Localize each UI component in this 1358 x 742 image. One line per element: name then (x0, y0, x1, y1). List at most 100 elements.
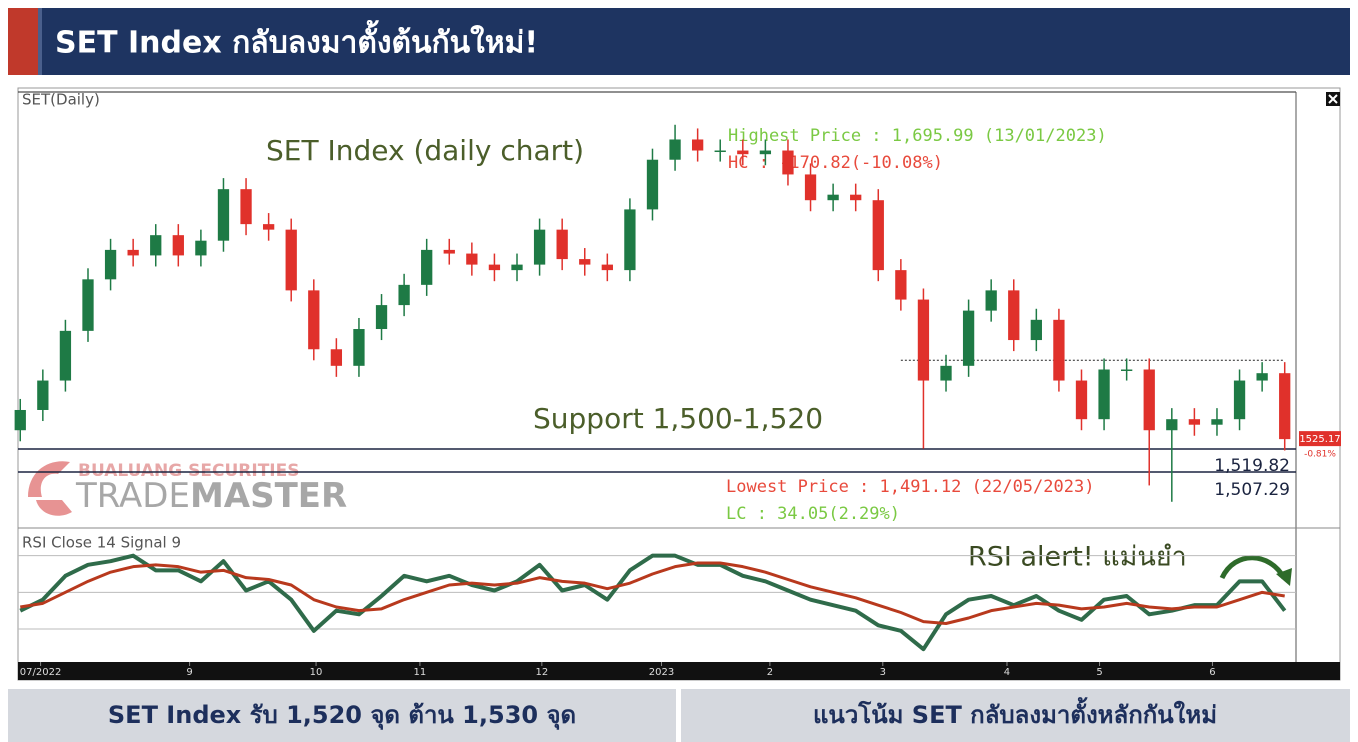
candle-body (150, 235, 162, 256)
support-value-label: 1,519.82 (1214, 456, 1290, 476)
candle-body (850, 194, 862, 201)
candle-body (353, 329, 365, 366)
lowest-annotation: Lowest Price : 1,491.12 (22/05/2023) (726, 477, 1094, 497)
chart-title: SET Index (daily chart) (266, 134, 584, 167)
footer-right: แนวโน้ม SET กลับลงมาตั้งหลักกันใหม่ (813, 696, 1217, 729)
candle-body (1143, 369, 1155, 431)
candle-body (240, 189, 252, 225)
time-axis-strip (18, 662, 1340, 680)
watermark-brand-1: TRADE (75, 476, 190, 516)
candle-body (172, 235, 184, 256)
watermark: BUALUANG SECURITIES TRADEMASTER (28, 461, 347, 516)
candle-body (556, 229, 568, 260)
logo-shape (28, 461, 70, 497)
footer-left: SET Index รับ 1,520 จุด ต้าน 1,530 จุด (108, 701, 576, 731)
x-tick-label: 5 (1096, 667, 1102, 678)
support-value-label: 1,507.29 (1214, 480, 1290, 500)
candle-body (511, 264, 523, 271)
price-tag-label: 1525.17 (1299, 434, 1340, 445)
panel-label: SET(Daily) (22, 91, 100, 109)
candle-body (624, 209, 636, 271)
candle-body (533, 229, 546, 265)
candle-body (759, 150, 772, 155)
candle-body (714, 150, 726, 153)
candle-body (14, 409, 26, 431)
candle-body (285, 229, 297, 291)
candle-body (37, 380, 49, 410)
hc-annotation: HC : -170.82(-10.08%) (728, 153, 943, 173)
candle-body (330, 349, 343, 366)
candle-body (466, 253, 478, 265)
candle-body (1166, 419, 1178, 431)
alert-arrow-head (1276, 568, 1292, 586)
candle-body (691, 139, 704, 151)
candle-body (59, 330, 72, 381)
watermark-brand: TRADEMASTER (75, 476, 347, 516)
candle-body (1008, 290, 1020, 341)
candle-body (1098, 369, 1110, 420)
candle-body (827, 194, 839, 201)
alert-arrow (1219, 555, 1287, 580)
candle-body (1233, 380, 1246, 420)
title-divider (38, 8, 42, 75)
candle-body (917, 299, 930, 381)
x-tick-label: 12 (535, 667, 548, 678)
candle-body (669, 139, 681, 160)
candle-body (375, 305, 388, 330)
change-label: -0.81% (1304, 450, 1336, 460)
x-tick-label: 3 (880, 667, 886, 678)
x-tick-label: 11 (414, 667, 427, 678)
candle-body (398, 284, 410, 306)
title-accent (8, 8, 38, 75)
rsi-line (20, 561, 1285, 625)
x-tick-label: 2023 (649, 667, 674, 678)
x-tick-label: 07/2022 (20, 667, 62, 678)
x-tick-label: 6 (1209, 667, 1215, 678)
candle-body (443, 249, 455, 254)
candle-body (421, 249, 433, 285)
candle-body (601, 264, 613, 271)
watermark-brand-2: MASTER (190, 476, 347, 516)
candle-body (488, 264, 501, 271)
candle-body (737, 150, 749, 155)
candle-body (940, 365, 952, 381)
plot: 1,519.82 1,507.29 1525.17 -0.81% 07/2022 9 10 1… (14, 124, 1341, 678)
candle-body (1256, 373, 1268, 381)
candle-body (217, 189, 230, 241)
chart-frame (17, 87, 1341, 681)
rsi-label: RSI Close 14 Signal 9 (22, 534, 181, 552)
title-bar (8, 8, 1350, 75)
x-tick-label: 10 (310, 667, 323, 678)
x-tick-label: 9 (186, 667, 192, 678)
candle-body (646, 159, 659, 210)
footer-left-box (8, 689, 676, 742)
footer-right-box (681, 689, 1350, 742)
price-tag-box (1299, 431, 1341, 447)
watermark-company: BUALUANG SECURITIES (78, 461, 300, 481)
candle-body (195, 240, 207, 256)
candle-body (579, 259, 591, 265)
candle-body (1279, 373, 1291, 440)
x-tick-label: 2 (767, 667, 773, 678)
close-icon (1328, 94, 1338, 104)
rsi-line (19, 553, 1287, 652)
support-label: Support 1,500-1,520 (533, 402, 823, 435)
lc-annotation: LC : 34.05(2.29%) (726, 504, 900, 524)
candle-body (782, 150, 794, 175)
candle-body (1075, 380, 1088, 420)
candle-body (127, 249, 139, 256)
candle-body (985, 290, 997, 311)
logo-shape (36, 500, 72, 516)
highest-annotation: Highest Price : 1,695.99 (13/01/2023) (728, 126, 1107, 146)
candle-body (1053, 319, 1065, 381)
candle-body (962, 310, 975, 366)
candle-body (1188, 419, 1201, 425)
candle-body (82, 279, 94, 331)
candle-body (1211, 419, 1223, 425)
page-title: SET Index กลับลงมาตั้งต้นกันใหม่! (55, 20, 538, 61)
candle-body (104, 249, 117, 280)
candle-body (1030, 319, 1042, 341)
candle-body (895, 270, 907, 300)
candle-body (262, 224, 275, 230)
